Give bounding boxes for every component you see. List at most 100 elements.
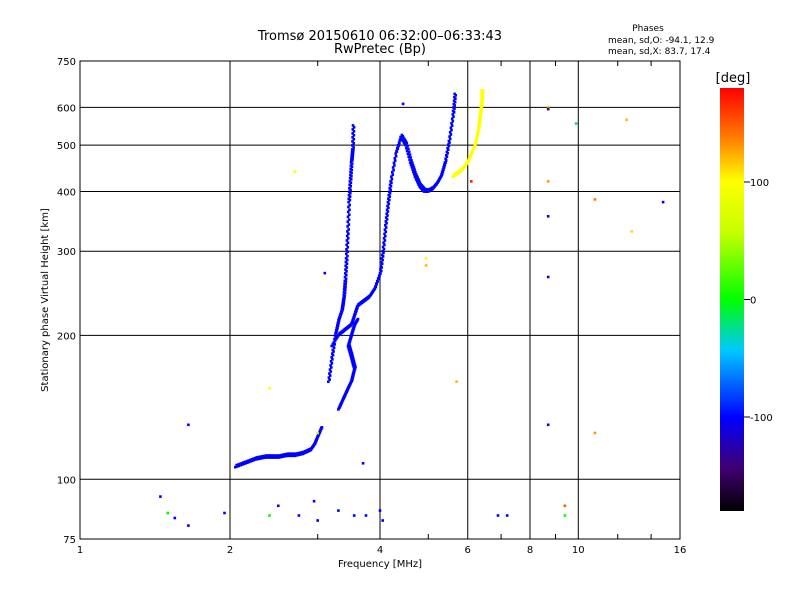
data-point (351, 374, 354, 377)
data-point (343, 279, 347, 283)
data-point (349, 354, 352, 357)
data-point (345, 266, 349, 269)
data-point (474, 141, 477, 144)
data-point (449, 133, 453, 136)
data-point (379, 268, 382, 271)
data-point (354, 365, 357, 369)
data-point (388, 191, 392, 195)
data-point (393, 157, 397, 160)
data-point (328, 372, 331, 375)
data-point (328, 374, 332, 377)
data-point (265, 456, 269, 459)
data-point (245, 459, 249, 463)
data-point (391, 166, 395, 169)
data-point (371, 290, 374, 294)
data-point (345, 234, 349, 238)
data-point (339, 312, 342, 316)
data-point (351, 355, 355, 359)
data-point (394, 154, 398, 158)
data-point (546, 180, 550, 183)
data-point (346, 237, 350, 240)
x-tick-label: 10 (572, 545, 585, 556)
data-point (448, 137, 452, 141)
data-point (337, 509, 340, 512)
data-point (496, 514, 500, 517)
data-point (305, 450, 308, 454)
data-point (348, 176, 352, 180)
data-point (350, 350, 353, 353)
data-point (349, 191, 352, 195)
data-point (351, 144, 354, 147)
data-point (399, 135, 402, 139)
data-point (409, 163, 413, 167)
data-point (329, 360, 333, 363)
data-point (268, 514, 271, 517)
data-point (396, 146, 399, 150)
data-point (331, 343, 335, 346)
data-point (352, 365, 355, 369)
data-point (387, 202, 391, 206)
data-point (383, 243, 386, 247)
data-point (546, 423, 550, 427)
data-point (405, 149, 409, 153)
data-point (344, 260, 348, 264)
data-point (372, 289, 375, 292)
colorbar-tick-label: -100 (750, 413, 773, 424)
data-point (286, 454, 290, 458)
data-point (330, 344, 333, 348)
x-tick-label: 6 (465, 545, 471, 556)
data-point (452, 99, 456, 102)
data-point (332, 346, 336, 350)
data-point (297, 514, 301, 517)
data-point (347, 200, 350, 204)
data-point (390, 175, 393, 178)
data-point (348, 198, 352, 202)
data-point (240, 463, 244, 466)
data-point (352, 369, 355, 373)
y-tick-label: 400 (57, 187, 76, 198)
data-point (416, 176, 419, 179)
data-point (414, 176, 417, 180)
data-point (352, 357, 355, 361)
data-point (477, 123, 481, 126)
data-point (407, 155, 410, 158)
data-point (345, 270, 348, 273)
data-point (351, 128, 355, 131)
data-point (412, 170, 415, 174)
data-point (347, 343, 350, 346)
data-point (406, 152, 410, 156)
data-point (334, 329, 338, 332)
data-point (350, 150, 354, 153)
data-point (342, 290, 346, 294)
data-point (349, 356, 353, 359)
data-point (346, 245, 350, 249)
data-point (255, 456, 259, 459)
data-point (393, 159, 397, 163)
data-point (242, 461, 245, 464)
data-point (379, 264, 383, 268)
data-point (349, 184, 352, 188)
data-point (385, 218, 389, 221)
data-point (351, 372, 355, 375)
data-point (350, 332, 353, 335)
data-point (378, 509, 382, 512)
data-point (392, 161, 396, 165)
data-point (252, 457, 255, 460)
data-point (268, 456, 271, 459)
data-point (263, 454, 266, 458)
data-point (250, 459, 254, 463)
data-point (469, 153, 472, 157)
data-point (333, 343, 336, 346)
data-point (480, 99, 483, 102)
data-point (382, 241, 385, 244)
data-point (272, 456, 276, 459)
data-point (386, 214, 389, 217)
data-point (478, 118, 481, 121)
data-point (401, 139, 405, 143)
data-point (346, 220, 350, 223)
data-point (341, 300, 345, 304)
data-point (347, 193, 351, 197)
data-point (446, 146, 449, 150)
data-point (336, 321, 340, 325)
data-point (269, 454, 272, 457)
